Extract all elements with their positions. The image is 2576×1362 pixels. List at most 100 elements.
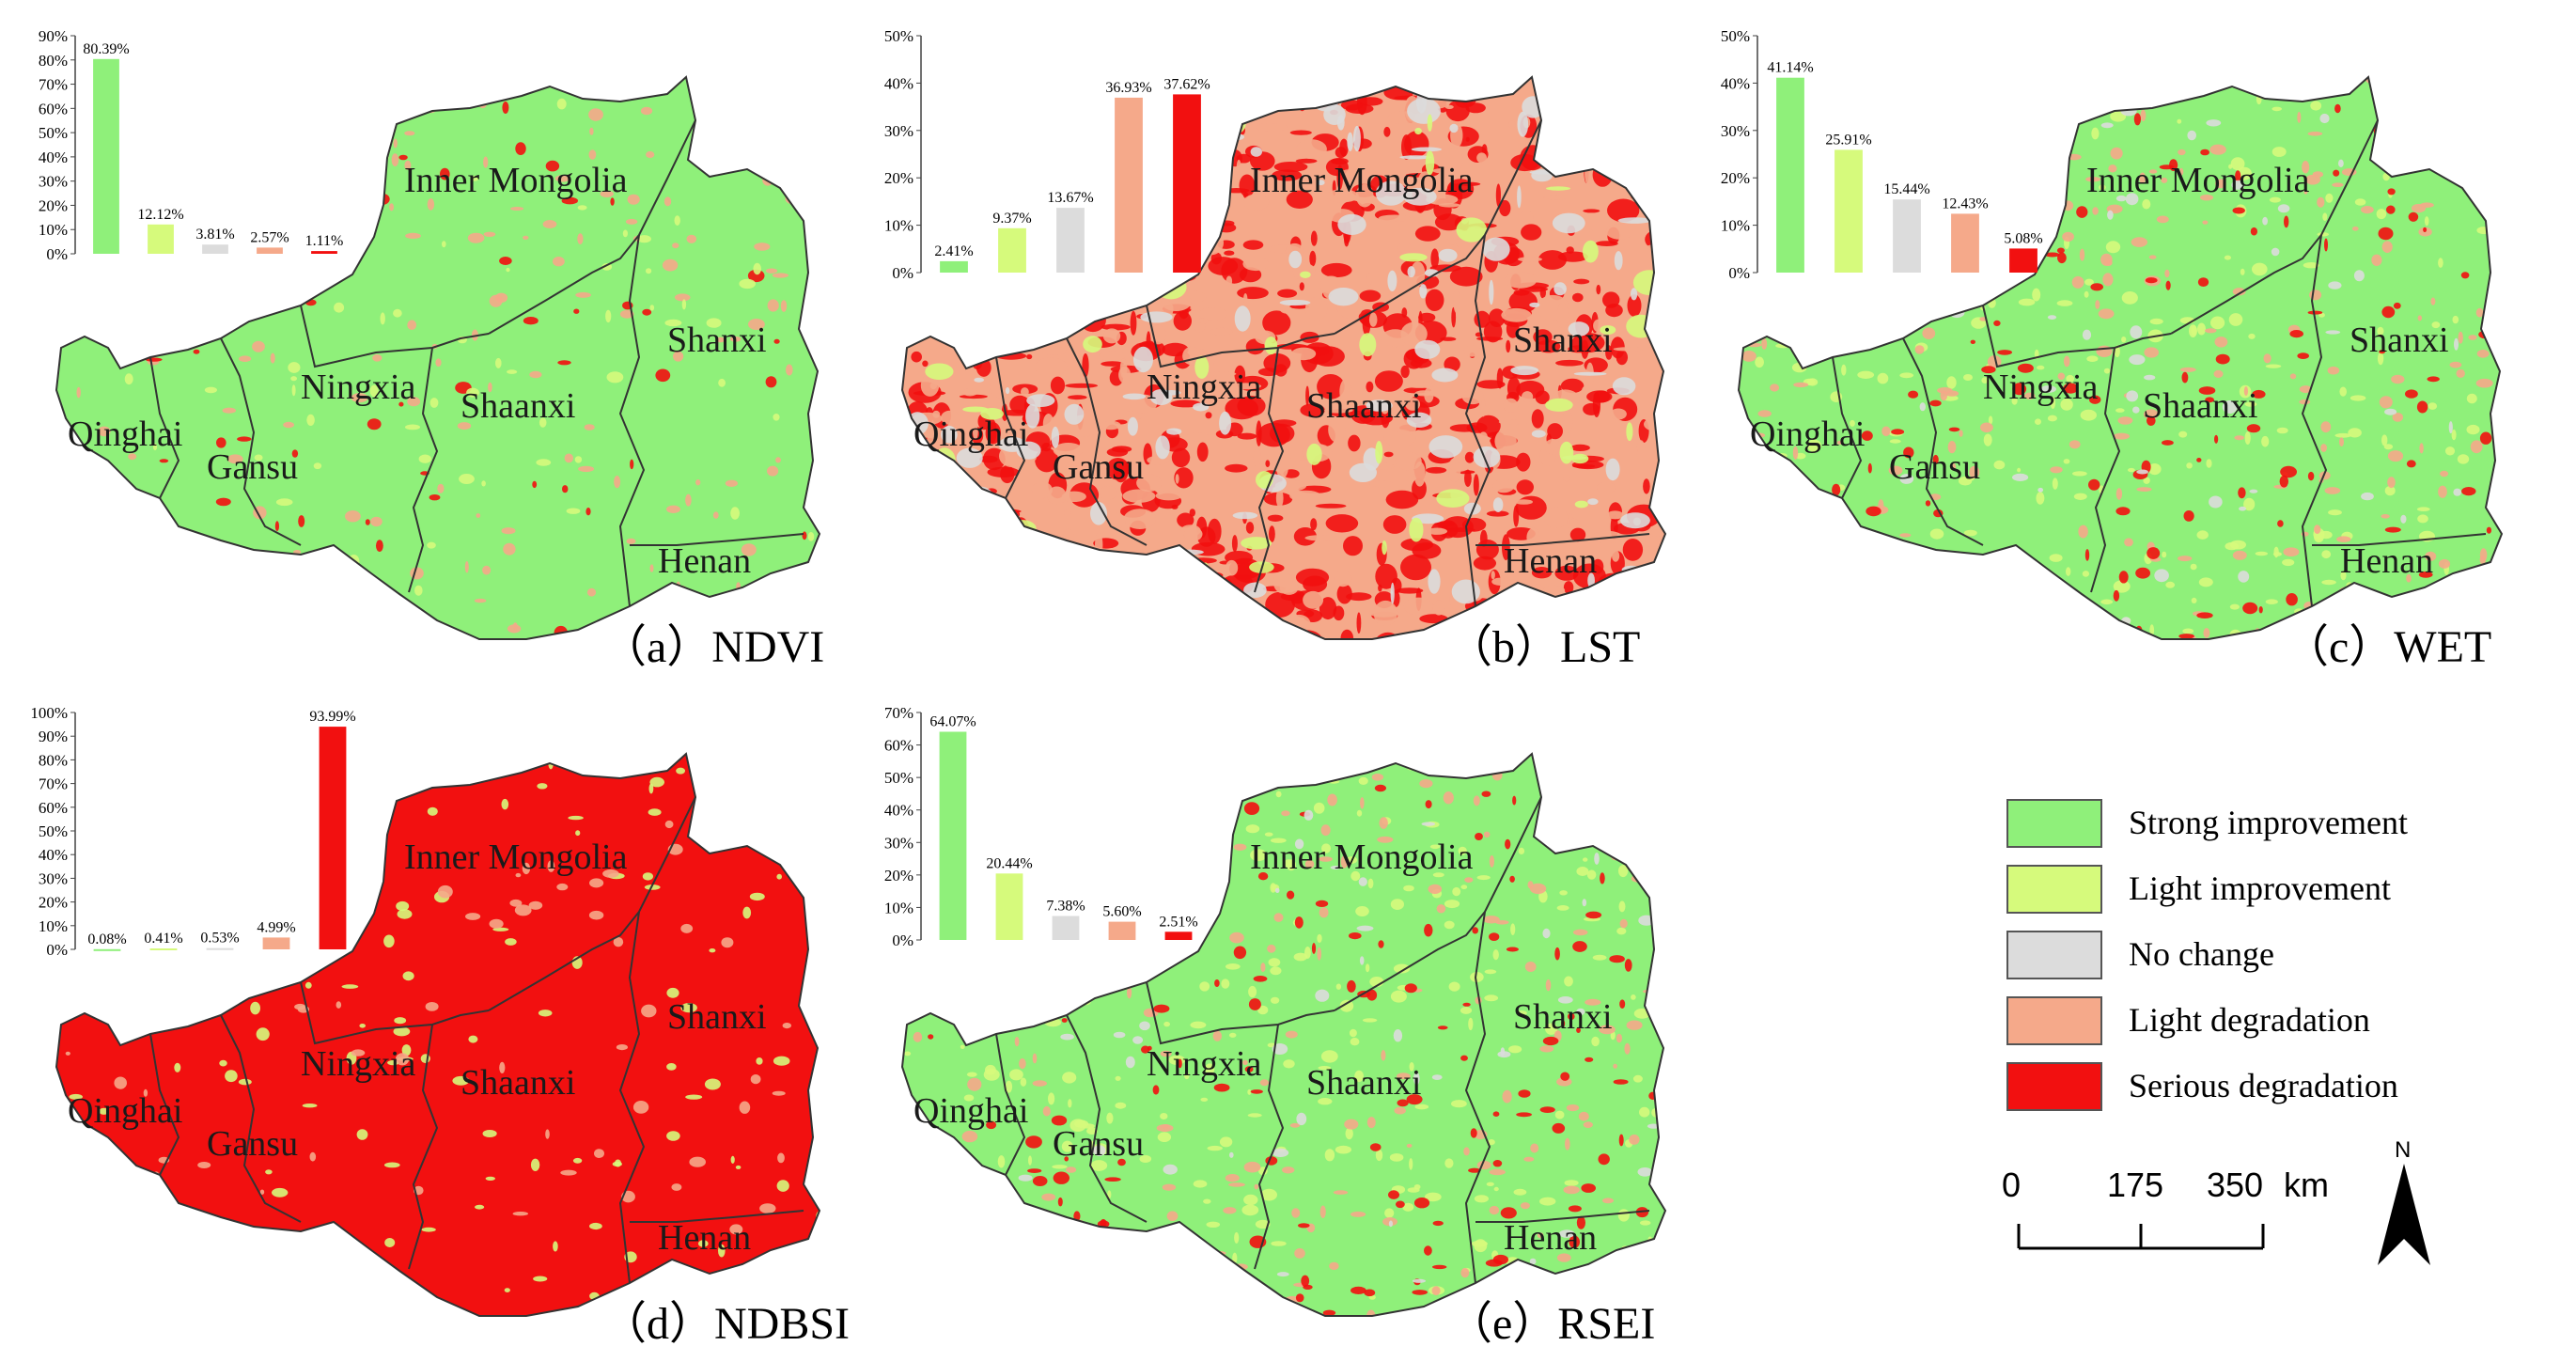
bar-chart-inset: 0% 10% 20% 30% 40% 50% 41.14% 25.91% 15.44% 12.43…: [1721, 27, 2043, 282]
province-label-gansu: Gansu: [1053, 447, 1145, 487]
bar-value-label: 3.81%: [195, 227, 234, 243]
province-border: [1066, 337, 1147, 546]
y-tick-label: 40%: [39, 846, 68, 864]
province-label-inner-mongolia: Inner Mongolia: [1250, 838, 1474, 877]
y-tick-label: 70%: [884, 704, 913, 722]
north-arrow-glyph-icon: [2378, 1164, 2430, 1265]
province-label-shanxi: Shanxi: [2350, 321, 2449, 360]
y-tick-label: 50%: [1721, 27, 1750, 45]
legend-item-serious-degradation: Serious degradation: [2006, 1062, 2533, 1115]
province-label-henan: Henan: [1504, 1218, 1598, 1258]
scale-bar: 0 175 350 km: [2002, 1166, 2396, 1269]
scale-bar-line: [2017, 1224, 2265, 1250]
province-border: [2090, 347, 2121, 593]
y-tick-label: 20%: [39, 196, 68, 214]
legend-swatch: [2006, 799, 2102, 848]
panel-rsei: Inner Mongolia Shanxi Ningxia Shaanxi Qingha…: [865, 696, 1710, 1354]
y-tick-label: 60%: [884, 737, 913, 755]
y-tick-label: 60%: [39, 100, 68, 117]
bar-value-label: 25.91%: [1825, 132, 1871, 148]
study-area: [902, 754, 1665, 1316]
y-tick-label: 0%: [1728, 264, 1750, 282]
legend-swatch: [2006, 931, 2102, 979]
y-tick-label: 0%: [46, 941, 68, 959]
province-border: [1464, 911, 1491, 1284]
region-map: [55, 75, 821, 640]
y-tick-label: 60%: [39, 799, 68, 817]
bar-chart-inset: 0% 10% 20% 30% 40% 50% 60% 70% 80% 90% 100% 0.08% 0.…: [30, 704, 355, 959]
province-border: [1475, 533, 1650, 546]
bar-value-label: 5.60%: [1102, 904, 1141, 920]
bar: [148, 224, 174, 254]
y-tick-label: 40%: [1721, 74, 1750, 92]
bar-value-label: 2.41%: [934, 243, 973, 259]
bar: [998, 227, 1026, 273]
panel-caption: （b）LST: [1447, 622, 1641, 672]
y-tick-label: 80%: [39, 751, 68, 769]
bar: [1173, 94, 1201, 274]
bar-value-label: 0.08%: [87, 931, 126, 947]
y-tick-label: 100%: [30, 704, 68, 722]
bar: [1893, 199, 1921, 273]
panel-caption: （e）RSEI: [1447, 1299, 1656, 1349]
bar: [1834, 149, 1863, 273]
scale-label-0: 0: [2002, 1166, 2022, 1204]
province-label-shaanxi: Shaanxi: [461, 386, 576, 426]
legend-item-strong-improvement: Strong improvement: [2006, 799, 2533, 852]
province-label-henan: Henan: [2340, 541, 2434, 581]
province-border: [408, 1024, 439, 1270]
legend-swatch: [2006, 996, 2102, 1045]
y-tick-label: 90%: [39, 728, 68, 745]
province-border: [1902, 337, 1984, 546]
legend-label: Serious degradation: [2129, 1067, 2398, 1104]
province-label-gansu: Gansu: [1889, 447, 1981, 487]
bar: [995, 873, 1023, 940]
y-tick-label: 10%: [39, 221, 68, 239]
y-tick-label: 10%: [39, 917, 68, 935]
province-border: [630, 1210, 804, 1223]
y-tick-label: 40%: [884, 74, 913, 92]
province-label-qinghai: Qinghai: [68, 1091, 183, 1131]
y-tick-label: 0%: [892, 264, 913, 282]
panel-ndvi: Inner Mongolia Shanxi Ningxia Shaanxi Qingha…: [19, 19, 865, 677]
province-label-gansu: Gansu: [207, 447, 299, 487]
province-label-ningxia: Ningxia: [1147, 1044, 1262, 1084]
y-tick-label: 30%: [39, 173, 68, 191]
panel-caption: （c）WET: [2284, 622, 2492, 672]
bar: [1951, 213, 1979, 273]
province-border: [1146, 305, 1335, 368]
bar-value-label: 5.08%: [2004, 230, 2042, 246]
province-label-ningxia: Ningxia: [1983, 368, 2099, 407]
panel-lst: Inner Mongolia Shanxi Ningxia Shaanxi Qingha…: [865, 19, 1710, 677]
y-tick-label: 50%: [884, 769, 913, 787]
y-tick-label: 90%: [39, 27, 68, 45]
province-label-gansu: Gansu: [1053, 1124, 1145, 1164]
province-label-shanxi: Shanxi: [667, 321, 767, 360]
y-tick-label: 20%: [39, 894, 68, 912]
bar: [93, 948, 121, 951]
bar-value-label: 12.12%: [137, 207, 183, 223]
y-tick-label: 40%: [39, 149, 68, 166]
province-border: [630, 533, 804, 546]
province-label-qinghai: Qinghai: [68, 415, 183, 454]
y-tick-label: 0%: [46, 245, 68, 263]
bar-value-label: 4.99%: [257, 919, 295, 935]
y-tick-label: 50%: [884, 27, 913, 45]
province-label-ningxia: Ningxia: [301, 368, 416, 407]
legend-swatch: [2006, 1062, 2102, 1111]
province-label-shanxi: Shanxi: [1513, 997, 1613, 1037]
province-label-inner-mongolia: Inner Mongolia: [2086, 161, 2310, 200]
bar-value-label: 7.38%: [1046, 899, 1085, 915]
bar-value-label: 2.51%: [1159, 914, 1197, 930]
study-area-outline: [900, 75, 1667, 640]
bar: [149, 948, 178, 950]
province-border: [149, 356, 180, 499]
study-area-outline: [55, 75, 821, 640]
bar: [262, 937, 290, 949]
legend-item-light-degradation: Light degradation: [2006, 996, 2533, 1049]
province-label-shaanxi: Shaanxi: [1306, 1063, 1422, 1103]
province-border: [1146, 981, 1335, 1045]
province-label-inner-mongolia: Inner Mongolia: [404, 838, 628, 877]
bar: [319, 727, 347, 949]
region-map: [1737, 75, 2504, 640]
